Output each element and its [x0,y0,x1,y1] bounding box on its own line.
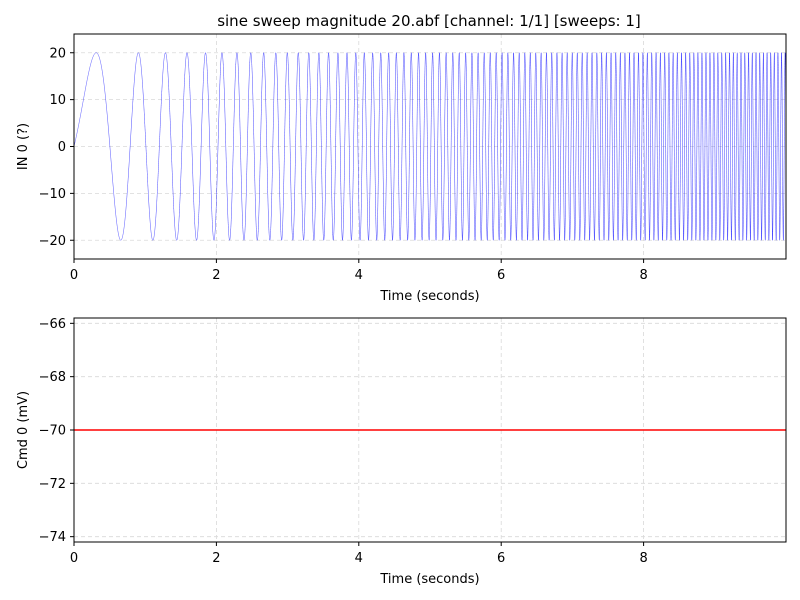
x-tick-label: 8 [639,551,647,566]
x-tick-label: 8 [639,268,647,283]
y-tick-label: −20 [39,234,66,249]
y-tick-label: 20 [49,46,66,61]
x-tick-label: 4 [355,551,363,566]
bottom-chart: 0 2 4 6 8 −74 −72 −70 −68 −66 Time (seconds) Cmd 0 … [16,317,787,587]
y-tick-label: −66 [39,317,66,332]
top-chart: 0 2 4 6 8 −20 −10 0 10 20 Time (seconds) IN 0 (?) [16,33,787,304]
x-axis-label: Time (seconds) [379,572,479,587]
y-tick-label: −70 [39,424,66,439]
y-tick-label: −72 [39,477,66,492]
x-axis-label: Time (seconds) [379,289,479,304]
x-tick-label: 6 [497,551,505,566]
y-tick-label: −74 [39,530,66,545]
x-tick-label: 2 [212,551,220,566]
top-chart-title: sine sweep magnitude 20.abf [channel: 1/… [217,12,641,30]
y-axis-label: IN 0 (?) [16,123,31,170]
y-axis-label: Cmd 0 (mV) [16,391,31,469]
y-tick-label: 10 [49,93,66,108]
y-tick-label: −68 [39,370,66,385]
y-tick-label: 0 [58,140,66,155]
sweep-trace-line [74,51,786,242]
x-tick-label: 0 [70,268,78,283]
x-tick-label: 2 [212,268,220,283]
y-tick-label: −10 [39,187,66,202]
x-tick-label: 6 [497,268,505,283]
x-tick-label: 0 [70,551,78,566]
x-tick-label: 4 [355,268,363,283]
